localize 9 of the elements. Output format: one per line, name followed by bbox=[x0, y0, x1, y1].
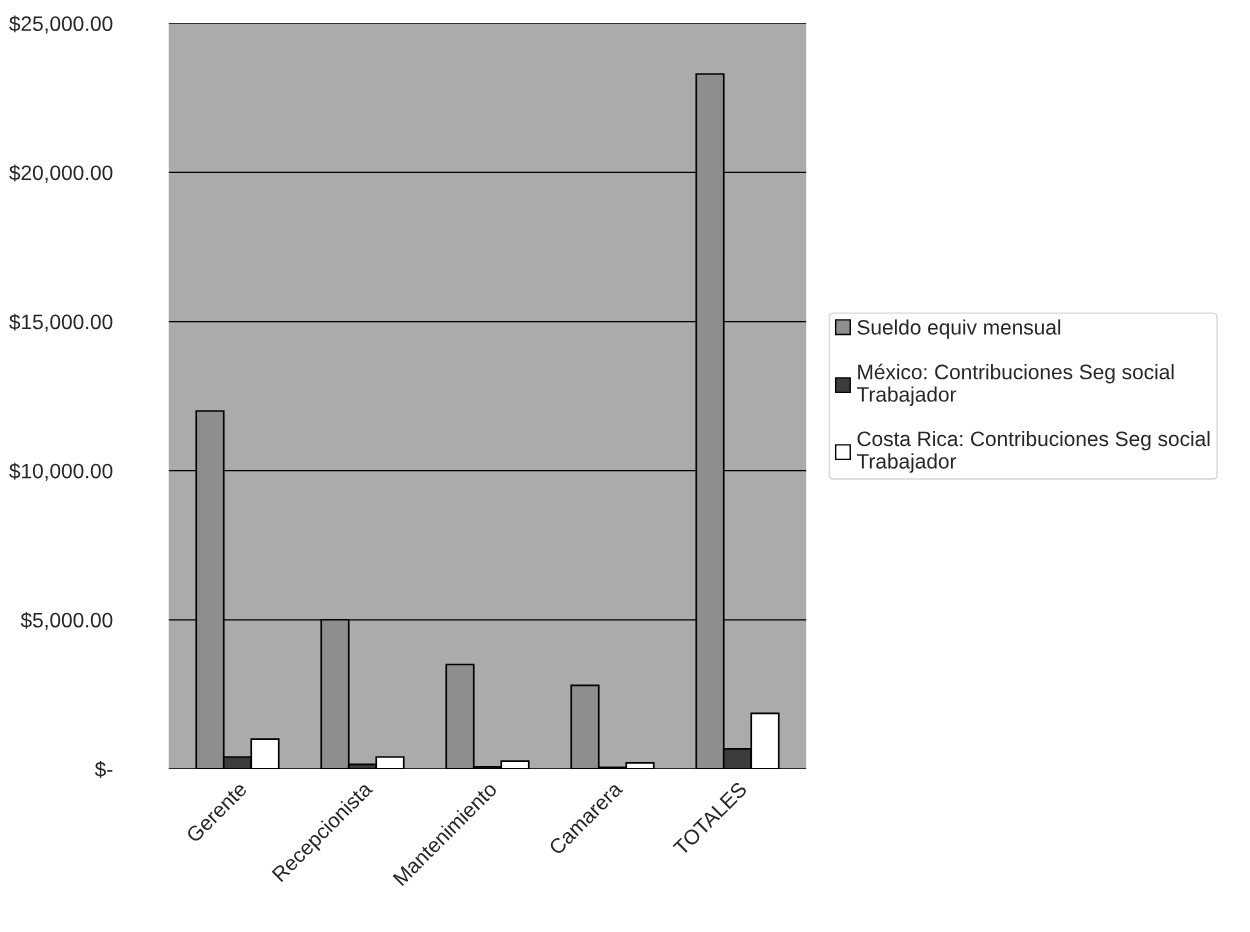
y-tick-label: $5,000.00 bbox=[20, 611, 113, 630]
y-tick-label: $25,000.00 bbox=[9, 15, 113, 34]
y-tick-label: $- bbox=[94, 761, 113, 778]
legend-label: México: Contribuciones Seg social Trabajador bbox=[856, 363, 1174, 406]
legend-label: Costa Rica: Contribuciones Seg social Trabajador bbox=[856, 430, 1210, 473]
y-tick-label: $15,000.00 bbox=[9, 313, 113, 332]
legend-label: Sueldo equiv mensual bbox=[857, 319, 1061, 339]
y-tick-label: $20,000.00 bbox=[9, 164, 113, 183]
y-tick-label: $10,000.00 bbox=[9, 462, 113, 481]
